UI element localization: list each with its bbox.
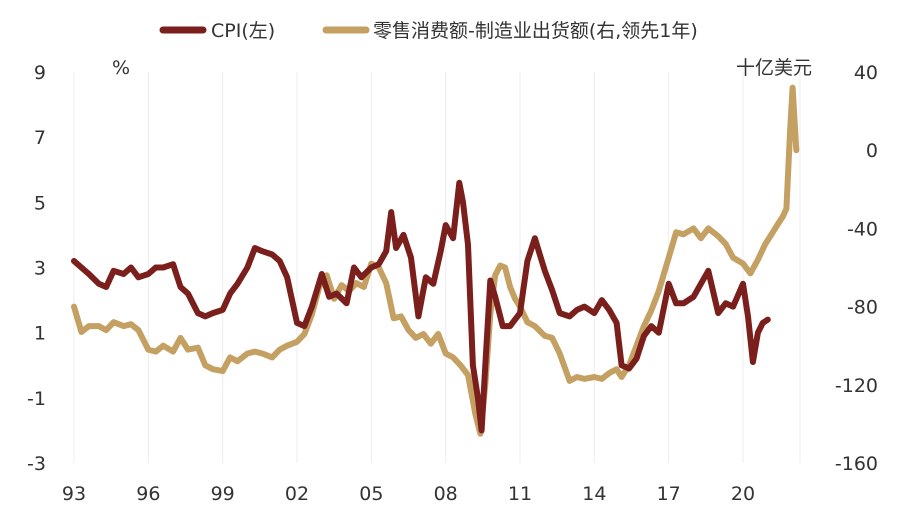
x-tick-label: 11 [508,483,532,505]
left-tick-label: 5 [34,192,46,214]
left-tick-label: -1 [27,388,46,410]
x-tick-label: 99 [211,483,235,505]
x-tick-label: 17 [657,483,681,505]
x-tick-label: 20 [731,483,755,505]
x-tick-label: 14 [582,483,606,505]
legend: CPI(左) 零售消费额-制造业出货额(右,领先1年) [159,20,698,42]
series-line-retail-minus-manufacturing [71,84,800,437]
right-tick-label: -80 [847,297,878,319]
x-tick-label: 08 [434,483,458,505]
x-tick-label: 02 [285,483,309,505]
left-tick-label: -3 [27,453,46,475]
series-line-cpi [71,179,771,434]
series-layer [71,84,800,437]
x-tick-label: 05 [359,483,383,505]
right-axis-ticks: 40 0 -40 -80 -120 -160 [835,62,878,475]
x-axis-ticks: 93 96 99 02 05 08 11 14 17 20 [62,483,755,505]
right-axis-unit: 十亿美元 [736,57,812,79]
right-tick-label: -120 [835,375,878,397]
legend-label-cpi: CPI(左) [211,20,275,42]
x-tick-label: 93 [62,483,86,505]
legend-label-retail-minus-manufacturing: 零售消费额-制造业出货额(右,领先1年) [373,20,698,42]
left-tick-label: 9 [34,62,46,84]
right-tick-label: 0 [866,140,878,162]
right-tick-label: 40 [854,62,878,84]
left-tick-label: 7 [34,127,46,149]
left-axis-ticks: 9 7 5 3 1 -1 -3 [27,62,46,475]
left-tick-label: 3 [34,258,46,280]
left-axis-unit: % [112,57,130,79]
right-tick-label: -160 [835,453,878,475]
left-tick-label: 1 [34,323,46,345]
x-tick-label: 96 [136,483,160,505]
right-tick-label: -40 [847,218,878,240]
